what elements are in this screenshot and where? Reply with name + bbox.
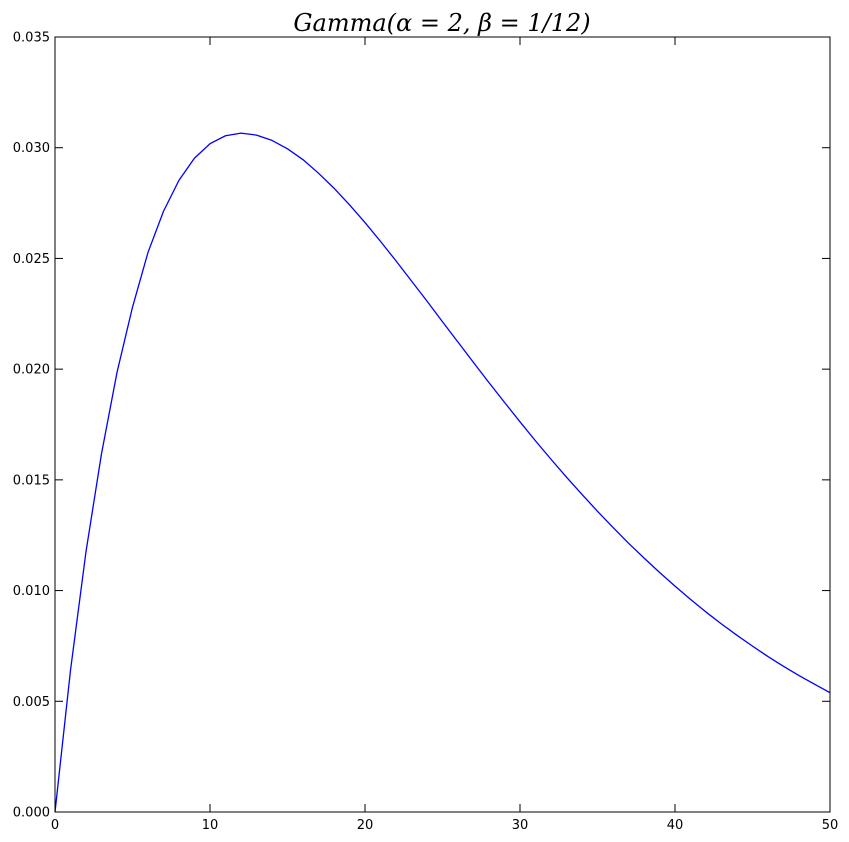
x-tick-label: 0 xyxy=(51,818,59,833)
chart-title: Gamma(α = 2, β = 1/12) xyxy=(293,9,590,37)
y-tick-label: 0.010 xyxy=(13,584,50,599)
plot-frame xyxy=(54,36,831,813)
x-tick-label: 40 xyxy=(667,818,684,833)
x-tick-label: 10 xyxy=(202,818,219,833)
y-tick-label: 0.035 xyxy=(13,31,50,46)
y-tick-label: 0.030 xyxy=(13,141,50,156)
x-tick-label: 20 xyxy=(357,818,374,833)
x-tick-label: 50 xyxy=(822,818,839,833)
y-tick-label: 0.015 xyxy=(13,473,50,488)
series-line xyxy=(54,132,831,813)
y-tick-label: 0.000 xyxy=(13,806,50,821)
y-tick-label: 0.005 xyxy=(13,695,50,710)
x-tick-label: 30 xyxy=(512,818,529,833)
y-tick-label: 0.020 xyxy=(13,363,50,378)
y-tick-label: 0.025 xyxy=(13,252,50,267)
